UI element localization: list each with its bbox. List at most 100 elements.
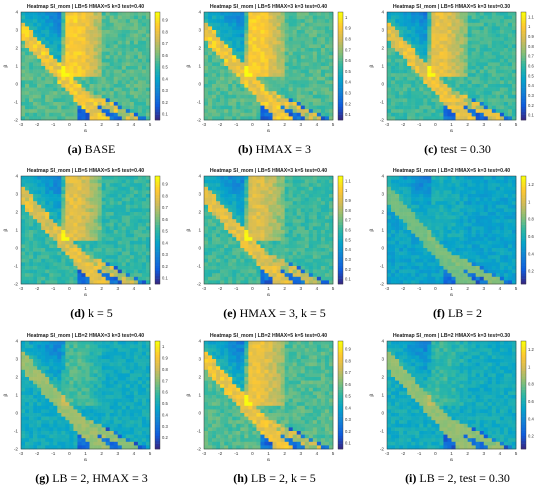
heatmap-cell [268, 55, 273, 60]
heatmap-cell [212, 269, 217, 274]
colorbar-segment [155, 55, 160, 59]
heatmap-cell [137, 266, 143, 270]
heatmap-cell [69, 226, 74, 231]
heatmap-cell [248, 40, 253, 45]
colorbar-segment [521, 79, 526, 83]
heatmap-cell [431, 37, 436, 42]
heatmap-cell [228, 48, 233, 52]
heatmap-cell [77, 201, 82, 206]
heatmap-cell [288, 105, 293, 110]
colorbar-segment [521, 111, 526, 115]
heatmap-cell [61, 44, 66, 49]
heatmap-cell [300, 98, 306, 103]
heatmap-cell [125, 255, 131, 260]
heatmap-cell [463, 66, 468, 70]
heatmap-cell [109, 33, 115, 38]
heatmap-cell [459, 109, 464, 114]
heatmap-cell [101, 233, 106, 238]
heatmap-cell [77, 94, 82, 99]
heatmap-cell [141, 44, 147, 49]
heatmap-cell [511, 112, 517, 117]
heatmap-cell [244, 94, 249, 99]
heatmap-cell [41, 183, 46, 188]
heatmap-cell [105, 197, 110, 202]
heatmap-cell [220, 226, 225, 231]
heatmap-cell [113, 255, 119, 260]
heatmap-cell [129, 266, 135, 270]
heatmap-cell [125, 102, 131, 106]
heatmap-cell [53, 76, 58, 81]
colorbar-segment [338, 41, 343, 45]
heatmap-cell [399, 102, 404, 106]
heatmap-cell [415, 98, 420, 103]
heatmap-cell [284, 190, 289, 195]
heatmap-cell [328, 244, 334, 249]
heatmap-cell [53, 280, 58, 285]
heatmap-cell [320, 230, 326, 234]
y-tick-label: -1 [14, 100, 19, 105]
heatmap-cell [300, 19, 306, 24]
heatmap-cell [45, 26, 50, 31]
heatmap-cell [487, 26, 493, 31]
heatmap-cell [57, 22, 62, 27]
heatmap-cell [248, 19, 253, 24]
heatmap-cell [129, 262, 135, 267]
heatmap-cell [69, 201, 74, 206]
heatmap-cell [240, 55, 245, 60]
heatmap-cell [53, 69, 58, 74]
x-tick-label: 2 [100, 286, 103, 291]
heatmap-cell [113, 33, 119, 38]
heatmap-cell [260, 212, 265, 216]
heatmap-cell [73, 276, 78, 281]
heatmap-cell [224, 37, 229, 42]
heatmap-cell [228, 51, 233, 56]
heatmap-cell [69, 212, 74, 216]
heatmap-cell [41, 212, 46, 216]
heatmap-cell [117, 190, 123, 195]
heatmap-cell [204, 251, 209, 256]
heatmap-cell [45, 258, 50, 263]
heatmap-cell [81, 269, 86, 274]
heatmap-cell [81, 266, 86, 270]
heatmap-cell [276, 116, 281, 121]
heatmap-cell [407, 19, 412, 24]
heatmap-cell [25, 109, 30, 114]
heatmap-cell [204, 248, 209, 252]
heatmap-cell [61, 230, 66, 234]
heatmap-cell [25, 276, 30, 281]
heatmap-cell [252, 212, 257, 216]
heatmap-cell [105, 183, 110, 188]
heatmap-cell [133, 269, 139, 274]
heatmap-cell [220, 69, 225, 74]
heatmap-cell [45, 269, 50, 274]
heatmap-cell [137, 276, 143, 281]
heatmap-cell [292, 183, 298, 188]
heatmap-cell [85, 233, 90, 238]
heatmap-cell [33, 212, 38, 216]
heatmap-cell [280, 230, 285, 234]
heatmap-cell [439, 19, 444, 24]
colorbar-tick-label: 0.5 [528, 73, 534, 78]
colorbar-segment [155, 270, 160, 274]
heatmap-cell [280, 91, 285, 96]
heatmap-cell [125, 112, 131, 117]
heatmap-cell [41, 76, 46, 81]
heatmap-cell [49, 22, 54, 27]
heatmap-cell [511, 15, 517, 20]
heatmap-cell [316, 91, 322, 96]
heatmap-cell [89, 197, 94, 202]
colorbar-segment [521, 87, 526, 91]
heatmap-cell [304, 26, 310, 31]
heatmap-cell [61, 219, 66, 224]
heatmap-cell [252, 80, 257, 85]
heatmap-cell [73, 219, 78, 224]
heatmap-cell [125, 48, 131, 52]
heatmap-cell [220, 87, 225, 92]
heatmap-cell [53, 51, 58, 56]
heatmap-cell [105, 58, 110, 63]
heatmap-cell [467, 69, 472, 74]
heatmap-cell [248, 37, 253, 42]
heatmap-cell [49, 248, 54, 252]
heatmap-cell [232, 197, 237, 202]
heatmap-cell [37, 48, 42, 52]
